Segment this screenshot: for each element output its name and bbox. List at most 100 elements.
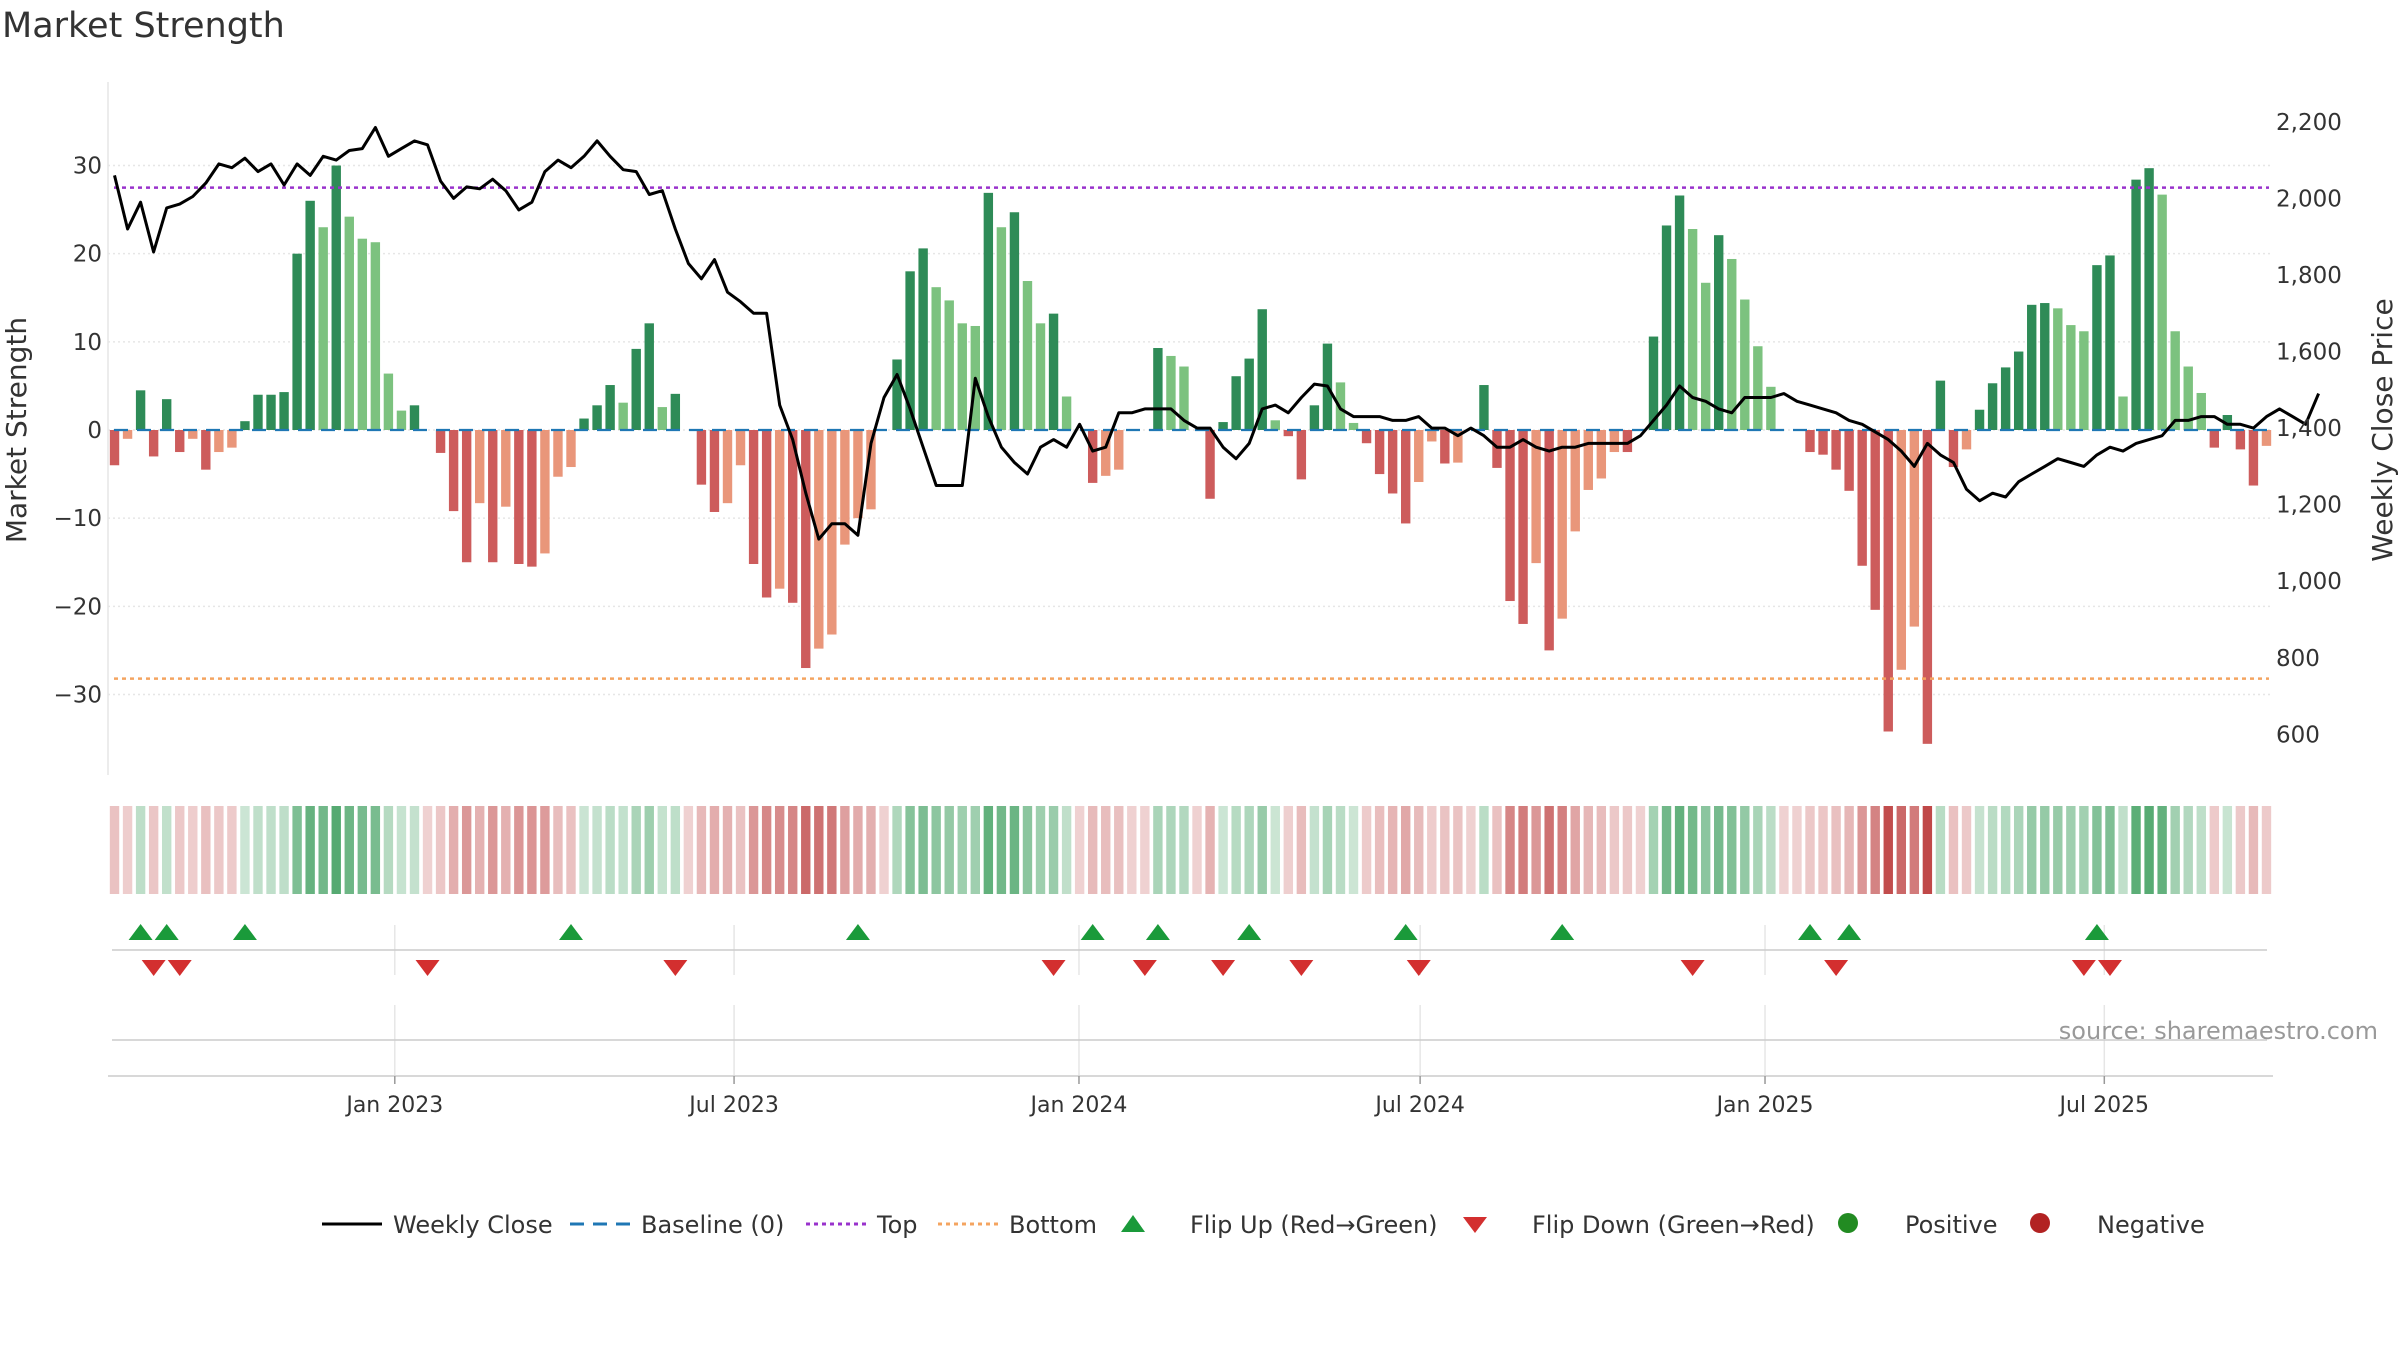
flip-up-marker <box>1080 924 1105 940</box>
legend-label: Weekly Close <box>393 1211 553 1239</box>
strength-bar <box>2027 304 2037 430</box>
heat-strip-cell <box>918 806 928 894</box>
strength-bar <box>2066 325 2076 430</box>
heat-strip-cell <box>709 806 720 894</box>
strength-bar <box>214 430 224 453</box>
flip-up-marker <box>1798 924 1823 940</box>
strength-bar <box>1387 430 1398 494</box>
strength-bar <box>1401 430 1411 524</box>
heat-strip-cell <box>814 806 824 894</box>
heat-strip-cell <box>1453 806 1463 894</box>
strength-bar <box>2248 430 2259 486</box>
strength-bar <box>292 253 302 430</box>
strength-bar <box>1557 430 1567 619</box>
strength-bar <box>540 430 550 554</box>
strength-bar <box>1453 430 1463 463</box>
strength-bar <box>514 430 524 564</box>
heat-strip-cell <box>1583 806 1593 894</box>
x-tick-label: Jan 2024 <box>1029 1093 1128 1118</box>
strength-bar <box>409 405 420 430</box>
strength-bar <box>1844 430 1854 491</box>
heat-strip-cell <box>1661 806 1672 894</box>
y-tick-label: −30 <box>53 682 102 708</box>
flip-down-marker <box>415 960 440 976</box>
heat-strip-cell <box>1635 806 1646 894</box>
strength-bar <box>1753 346 1763 430</box>
strength-bar <box>1531 430 1541 564</box>
flip-up-marker <box>2084 924 2109 940</box>
heat-strip-cell <box>318 806 328 894</box>
heat-strip-cell <box>435 806 446 894</box>
heat-strip-cell <box>2157 806 2167 894</box>
heat-strip-cell <box>1283 806 1294 894</box>
flip-up-marker <box>1550 924 1575 940</box>
strength-bar <box>1687 229 1698 430</box>
strength-bar <box>1231 376 1241 430</box>
y2-tick-label: 600 <box>2276 722 2320 748</box>
strength-bar <box>122 430 133 439</box>
heat-strip-cell <box>1048 806 1059 894</box>
strength-bar <box>748 430 759 564</box>
heat-strip-cell <box>853 806 863 894</box>
heat-strip-cell <box>279 806 289 894</box>
strength-bar <box>1935 380 1946 430</box>
strength-bar <box>227 430 237 448</box>
strength-bar <box>1987 383 1998 430</box>
heat-strip-cell <box>1257 806 1267 894</box>
flip-down-marker <box>1824 960 1849 976</box>
strength-bar <box>1766 386 1776 430</box>
heat-strip-cell <box>1205 806 1215 894</box>
heat-strip-cell <box>305 806 315 894</box>
strength-bar <box>801 430 811 669</box>
strength-bar <box>318 227 328 430</box>
flip-down-marker <box>663 960 688 976</box>
heat-strip-cell <box>996 806 1007 894</box>
heat-strip-cell <box>1414 806 1424 894</box>
heat-strip-cell <box>879 806 889 894</box>
strength-bar <box>2170 331 2180 430</box>
heat-strip-cell <box>2131 806 2141 894</box>
strength-bar <box>774 430 785 589</box>
x-tick-label: Jul 2025 <box>2058 1093 2150 1118</box>
heat-strip-cell <box>175 806 185 894</box>
heat-strip-cell <box>1779 806 1789 894</box>
heat-strip-cell <box>1792 806 1802 894</box>
heat-strip-cell <box>748 806 759 894</box>
heat-strip-cell <box>1140 806 1150 894</box>
heat-strip-cell <box>983 806 994 894</box>
strength-bar <box>1009 212 1020 430</box>
heat-strip-cell <box>566 806 576 894</box>
strength-bar <box>735 430 746 466</box>
legend-label: Flip Down (Green→Red) <box>1532 1211 1815 1239</box>
flip-down-marker <box>1406 960 1431 976</box>
strength-bar <box>1596 430 1607 479</box>
heat-strip-cell <box>214 806 224 894</box>
heat-strip-cell <box>1935 806 1946 894</box>
heat-strip-cell <box>1818 806 1828 894</box>
heat-strip-cell <box>1766 806 1776 894</box>
strength-bar <box>788 430 798 603</box>
flip-up-marker <box>558 924 583 940</box>
strength-bar <box>2235 430 2246 450</box>
strength-bar <box>1961 430 1972 450</box>
strength-bar <box>1166 355 1176 430</box>
strength-bar <box>1427 430 1437 442</box>
heat-strip-cell <box>774 806 785 894</box>
strength-bar <box>1870 430 1880 610</box>
heat-strip-cell <box>1974 806 1985 894</box>
heat-strip-cell <box>840 806 850 894</box>
strength-bar <box>1857 430 1867 566</box>
strength-bar <box>448 430 459 512</box>
strength-bar <box>344 216 354 430</box>
heat-strip-cell <box>2248 806 2259 894</box>
strength-bar <box>866 430 876 510</box>
heat-strip-cell <box>1648 806 1659 894</box>
heat-strip-cell <box>905 806 915 894</box>
strength-bar <box>1818 430 1828 455</box>
heat-strip-cell <box>357 806 368 894</box>
strength-bar <box>1218 422 1228 430</box>
strength-bar <box>657 407 667 430</box>
strength-bar <box>1061 396 1072 430</box>
strength-bar <box>918 248 928 430</box>
strength-bar <box>461 430 472 563</box>
